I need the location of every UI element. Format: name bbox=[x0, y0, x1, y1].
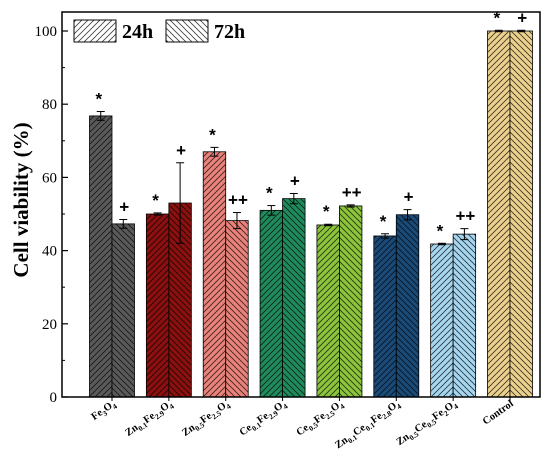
bar-hatch-24h-1 bbox=[145, 213, 170, 398]
significance-mark-72h-7: + bbox=[517, 8, 527, 27]
significance-mark-24h-1: * bbox=[152, 191, 159, 210]
y-tick-label-60: 60 bbox=[42, 170, 57, 186]
legend-label-24h: 24h bbox=[122, 21, 153, 43]
significance-mark-24h-6: * bbox=[437, 221, 444, 240]
bar-hatch-24h-6 bbox=[430, 243, 454, 398]
significance-mark-24h-7: * bbox=[493, 8, 500, 27]
significance-mark-72h-4: ++ bbox=[342, 183, 362, 202]
significance-mark-72h-3: + bbox=[290, 172, 300, 191]
plot-frame bbox=[61, 11, 541, 398]
legend: 24h 72h bbox=[73, 19, 245, 43]
bar-hatch-72h-4 bbox=[339, 205, 363, 398]
significance-mark-72h-1: + bbox=[176, 141, 186, 160]
bar-hatch-24h-0 bbox=[89, 115, 113, 398]
x-tick-label-6: Zn0.5Ce0.5Fe2O4 bbox=[395, 398, 460, 449]
significance-mark-24h-5: * bbox=[380, 212, 387, 231]
significance-mark-72h-0: + bbox=[119, 197, 129, 216]
x-tick-label-7: Control bbox=[481, 398, 516, 427]
significance-mark-24h-2: * bbox=[209, 125, 216, 144]
bar-hatch-24h-3 bbox=[259, 209, 283, 398]
bar-hatch-72h-0 bbox=[111, 223, 135, 398]
x-tick-label-3: Ce0.1Fe2.9O4 bbox=[238, 398, 290, 440]
y-tick-label-40: 40 bbox=[42, 244, 57, 260]
legend-label-72h: 72h bbox=[214, 21, 245, 43]
significance-mark-72h-2: ++ bbox=[228, 191, 248, 210]
bar-hatch-24h-5 bbox=[373, 235, 397, 398]
bar-hatch-72h-2 bbox=[225, 220, 249, 398]
x-tick-label-4: Ce0.5Fe2.5O4 bbox=[295, 398, 347, 440]
bar-hatch-72h-5 bbox=[395, 214, 420, 398]
bar-hatch-72h-3 bbox=[282, 198, 306, 398]
bar-hatch-24h-4 bbox=[316, 224, 340, 398]
bar-hatch-24h-7 bbox=[487, 30, 511, 398]
bars-layer: * + * + * ++ * + * ++ * + * ++ * + bbox=[89, 8, 533, 398]
significance-mark-24h-4: * bbox=[323, 202, 330, 221]
significance-mark-72h-6: ++ bbox=[455, 207, 475, 226]
significance-mark-24h-3: * bbox=[266, 184, 273, 203]
y-axis-title: Cell viability (%) bbox=[9, 122, 33, 277]
significance-mark-72h-5: + bbox=[404, 188, 414, 207]
bar-hatch-24h-2 bbox=[202, 151, 227, 398]
significance-mark-24h-0: * bbox=[95, 90, 102, 109]
y-tick-label-100: 100 bbox=[35, 24, 58, 40]
y-tick-label-0: 0 bbox=[50, 390, 58, 406]
x-tick-label-5: Zn0.1Ce0.1Fe2.8O4 bbox=[333, 398, 403, 453]
y-tick-label-20: 20 bbox=[42, 317, 57, 333]
x-tick-label-0: Fe3O4 bbox=[89, 398, 119, 424]
bar-hatch-72h-7 bbox=[509, 30, 533, 398]
legend-swatch-hatch-72h bbox=[165, 19, 209, 43]
legend-swatch-hatch-24h bbox=[73, 19, 117, 43]
x-tick-label-2: Zn0.5Fe2.5O4 bbox=[180, 398, 232, 440]
x-tick-label-1: Zn0.1Fe2.9O4 bbox=[124, 398, 176, 440]
bar-hatch-72h-6 bbox=[452, 233, 477, 398]
y-tick-label-80: 80 bbox=[42, 97, 57, 113]
